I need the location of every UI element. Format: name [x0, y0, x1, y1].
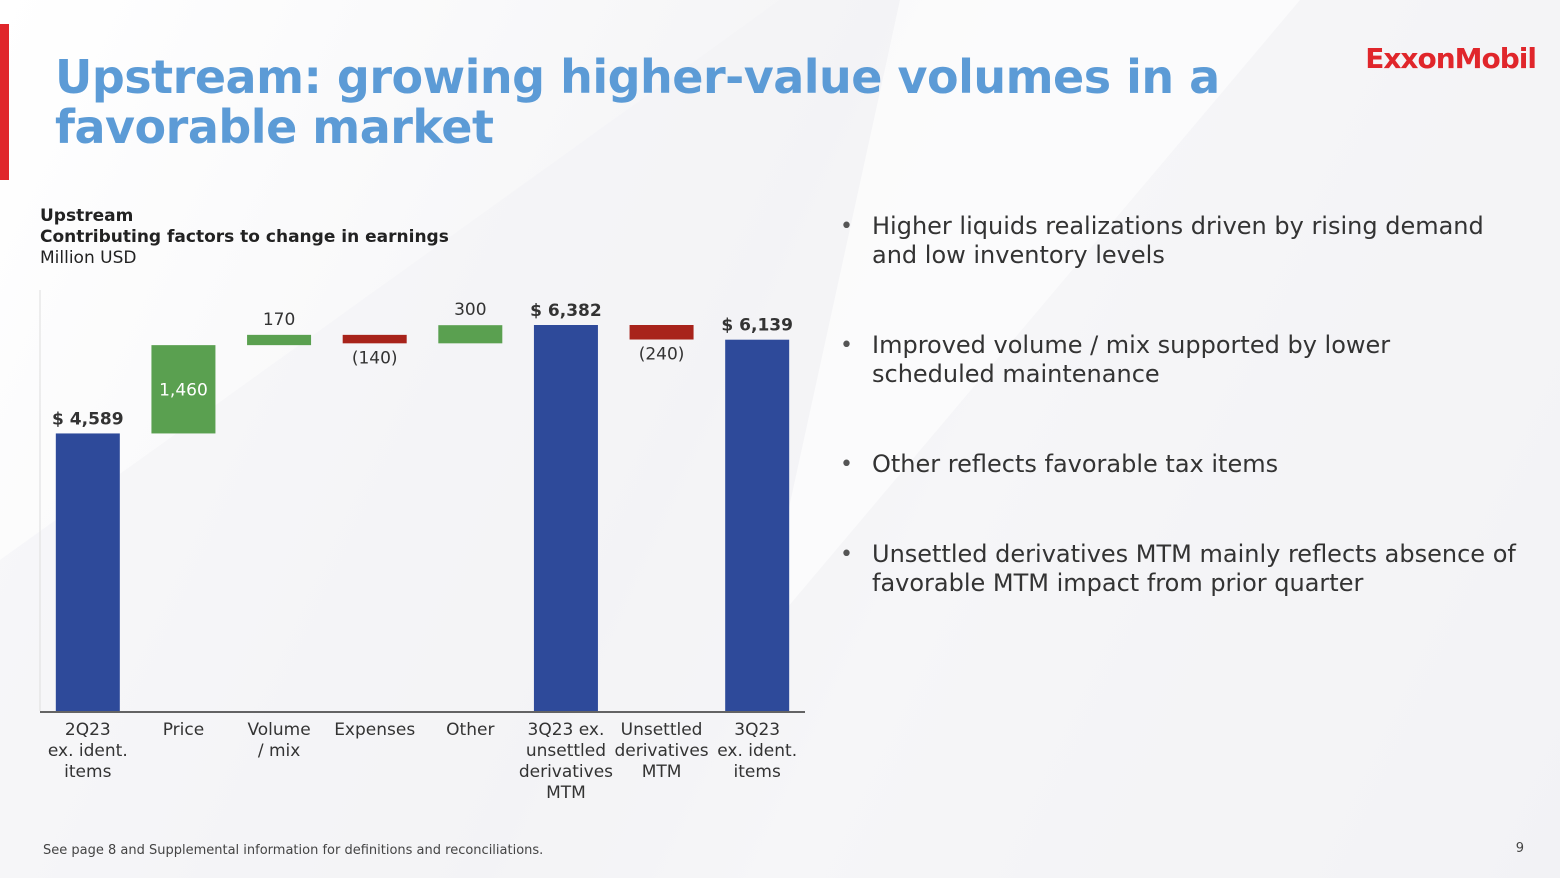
- category-label-line: Volume: [247, 720, 310, 740]
- category-label-line: 2Q23: [65, 720, 111, 740]
- bullet-text: Unsettled derivatives MTM mainly reflect…: [872, 540, 1516, 597]
- category-label: Expenses: [334, 720, 415, 740]
- data-label: (240): [639, 345, 685, 365]
- category-label: 3Q23 ex. ident. items: [717, 720, 797, 782]
- footnote: See page 8 and Supplemental information …: [43, 843, 544, 858]
- data-label: $ 6,139: [721, 316, 793, 336]
- bar-decrease: [629, 325, 694, 340]
- data-label: (140): [352, 348, 398, 368]
- bullet-dot-icon: •: [840, 333, 853, 358]
- bar-total: [55, 433, 120, 711]
- bullet-item: • Improved volume / mix supported by lowe…: [840, 331, 1520, 389]
- category-label-line: Expenses: [334, 720, 415, 740]
- category-label-line: unsettled: [526, 741, 606, 761]
- page-title: Upstream: growing higher-value volumes i…: [55, 50, 1220, 154]
- bullet-dot-icon: •: [840, 542, 853, 567]
- bullet-text: Higher liquids realizations driven by ri…: [872, 212, 1484, 269]
- bar-total: [725, 339, 790, 711]
- category-label-line: Other: [446, 720, 494, 740]
- data-label: $ 6,382: [530, 301, 602, 321]
- bar-increase: [438, 325, 503, 344]
- bullet-text: Improved volume / mix supported by lower…: [872, 331, 1391, 388]
- category-label-line: MTM: [546, 783, 586, 803]
- category-label: 2Q23 ex. ident. items: [48, 720, 128, 782]
- category-label-line: 3Q23: [734, 720, 780, 740]
- category-label: 3Q23 ex. unsettled derivatives MTM: [519, 720, 613, 803]
- data-label: 300: [454, 300, 486, 320]
- bullet-dot-icon: •: [840, 214, 853, 239]
- category-label-line: items: [64, 762, 111, 782]
- bullet-dot-icon: •: [840, 452, 853, 477]
- category-label-line: / mix: [258, 741, 300, 761]
- category-label: Price: [163, 720, 204, 740]
- bullet-item: • Higher liquids realizations driven by r…: [840, 212, 1520, 270]
- chart-header: Upstream Contributing factors to change …: [40, 206, 449, 269]
- bar-total: [533, 325, 598, 711]
- bar-increase: [247, 334, 312, 346]
- category-label-line: items: [734, 762, 781, 782]
- category-label: Other: [446, 720, 494, 740]
- bar-decrease: [342, 334, 407, 344]
- bullet-item: • Other reflects favorable tax items: [840, 450, 1520, 479]
- category-label-line: 3Q23 ex.: [528, 720, 605, 740]
- category-label-line: MTM: [642, 762, 682, 782]
- chart-subheading: Contributing factors to change in earnin…: [40, 227, 449, 247]
- category-label: Unsettled derivatives MTM: [614, 720, 708, 782]
- category-label-line: ex. ident.: [717, 741, 797, 761]
- accent-bar: [0, 24, 9, 180]
- page-number: 9: [1515, 841, 1524, 856]
- bullet-item: • Unsettled derivatives MTM mainly reflec…: [840, 540, 1520, 598]
- category-label-line: Price: [163, 720, 204, 740]
- category-label: Volume / mix: [247, 720, 310, 761]
- category-label-line: derivatives: [519, 762, 613, 782]
- category-label-line: derivatives: [614, 741, 708, 761]
- chart-heading: Upstream: [40, 206, 134, 226]
- data-label: $ 4,589: [52, 409, 124, 429]
- category-label-line: ex. ident.: [48, 741, 128, 761]
- data-label: 170: [263, 310, 295, 330]
- exxonmobil-logo: ExxonMobil: [1365, 42, 1537, 75]
- chart-unit: Million USD: [40, 248, 137, 268]
- bullet-text: Other reflects favorable tax items: [872, 450, 1279, 478]
- data-label: 1,460: [159, 380, 208, 400]
- bar-increase: [151, 345, 216, 434]
- bullet-list: • Higher liquids realizations driven by r…: [840, 212, 1520, 659]
- category-label-line: Unsettled: [621, 720, 703, 740]
